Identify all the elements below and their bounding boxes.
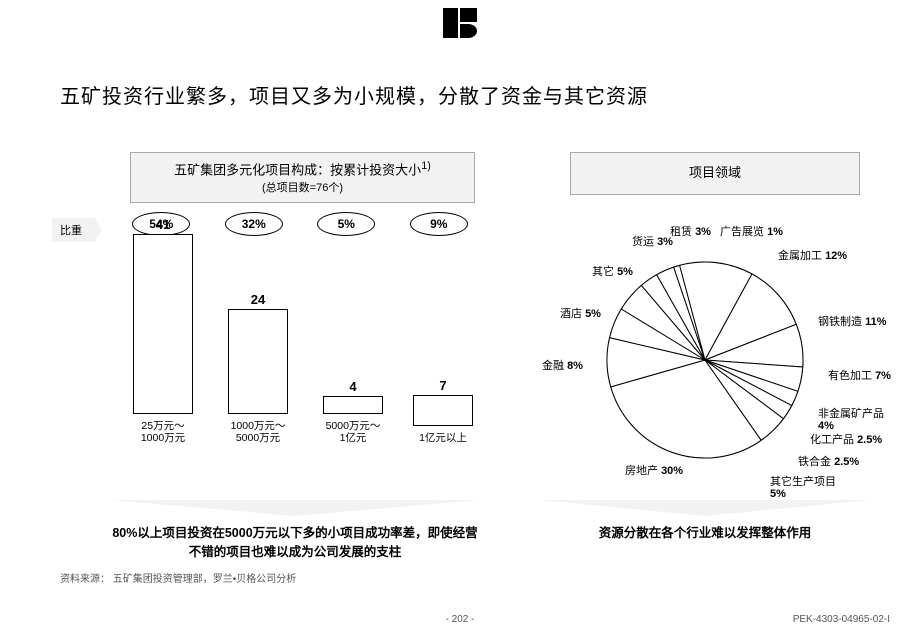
bar-rect [228,309,288,414]
left-conclusion-line1: 80%以上项目投资在5000万元以下多的小项目成功率差，即使经营 [112,526,477,540]
pie-label: 有色加工 7% [828,370,891,382]
pie-label-pct: 1% [767,226,783,238]
pie-label-name: 租赁 [670,226,692,238]
right-section-header: 项目领域 [570,152,860,195]
pie-chart: 房地产 30%金融 8%酒店 5%其它 5%货运 3%租赁 3%广告展览 1%金… [530,210,900,510]
right-conclusion-arrow [540,500,870,516]
pie-label-pct: 4% [818,420,834,432]
pie-label-name: 货运 [632,236,654,248]
pie-label-name: 金融 [542,360,564,372]
bar-rect [323,396,383,414]
bar-group: 24 1000万元～5000万元 [228,292,288,445]
pie-label-pct: 3% [695,226,711,238]
bar-value: 4 [323,379,383,394]
pie-label-pct: 30% [661,465,683,477]
pie-label: 钢铁制造 11% [818,316,886,328]
pie-label: 其它 5% [592,266,633,278]
pie-label: 非金属矿产品4% [818,408,884,432]
left-conclusion-line2: 不错的项目也难以成为公司发展的支柱 [189,545,402,559]
pie-label: 金属加工 12% [778,250,847,262]
pie-label-name: 房地产 [625,465,658,477]
pie-label-pct: 11% [865,316,886,328]
pie-label-pct: 2.5% [857,434,882,446]
pie-label-name: 有色加工 [828,370,872,382]
bar-category: 1亿元以上 [413,432,473,445]
pie-label-name: 钢铁制造 [818,316,862,328]
left-section-header: 五矿集团多元化项目构成：按累计投资大小1) (总项目数=76个) [130,152,475,203]
left-header-line1: 五矿集团多元化项目构成：按累计投资大小 [174,162,421,177]
pie-label: 金融 8% [542,360,583,372]
bar-value: 7 [413,378,473,393]
percent-oval: 32% [225,212,283,236]
pie-label-name: 金属加工 [778,250,822,262]
pie-label-pct: 2.5% [834,456,859,468]
ratio-tag: 比重 [52,218,102,242]
pie-label-name: 广告展览 [720,226,764,238]
percent-oval: 9% [410,212,468,236]
pie-label: 化工产品 2.5% [810,434,882,446]
left-header-sup: 1) [421,160,431,172]
pie-label-name: 酒店 [560,308,582,320]
right-conclusion: 资源分散在各个行业难以发挥整体作用 [540,524,870,543]
source-line: 资料来源： 五矿集团投资管理部，罗兰•贝格公司分析 [60,570,296,585]
logo [443,8,477,43]
bar-rect [133,234,193,414]
right-conclusion-text: 资源分散在各个行业难以发挥整体作用 [599,526,812,540]
pie-label-pct: 5% [770,488,786,500]
pie-label-pct: 5% [585,308,601,320]
bar-value: 41 [133,217,193,232]
bar-group: 4 5000万元～1亿元 [323,379,383,445]
pie-label-pct: 7% [875,370,891,382]
bar-category: 1000万元～5000万元 [228,420,288,445]
pie-label-pct: 5% [617,266,633,278]
pie-label-name: 化工产品 [810,434,854,446]
pie-label: 货运 3% [632,236,673,248]
bar-group: 41 25万元～1000万元 [133,217,193,445]
pie-label-name: 非金属矿产品 [818,408,884,420]
bar-chart: 4125万元～1000万元241000万元～5000万元45000万元～1亿元7… [115,245,485,475]
pie-label-name: 其它 [592,266,614,278]
percent-oval: 5% [317,212,375,236]
left-conclusion: 80%以上项目投资在5000万元以下多的小项目成功率差，即使经营 不错的项目也难… [90,524,500,562]
pie-svg [605,260,805,460]
document-id: PEK-4303-04965-02-I [793,614,890,625]
pie-label: 租赁 3% [670,226,711,238]
pie-label: 房地产 30% [625,465,683,477]
bar-category: 5000万元～1亿元 [323,420,383,445]
pie-label-pct: 12% [825,250,847,262]
pie-label-name: 铁合金 [798,456,831,468]
bar-group: 7 1亿元以上 [413,378,473,445]
bar-rect [413,395,473,426]
left-conclusion-arrow [110,500,480,516]
pie-label: 其它生产项目5% [770,476,836,500]
pie-label: 广告展览 1% [720,226,783,238]
bar-category: 25万元～1000万元 [133,420,193,445]
page-number: - 202 - [446,614,475,625]
right-header-text: 项目领域 [689,165,741,180]
pie-label: 酒店 5% [560,308,601,320]
left-header-line2: (总项目数=76个) [262,182,343,194]
pie-label: 铁合金 2.5% [798,456,859,468]
bar-value: 24 [228,292,288,307]
pie-label-name: 其它生产项目 [770,476,836,488]
page-title: 五矿投资行业繁多，项目又多为小规模，分散了资金与其它资源 [60,80,648,109]
pie-label-pct: 8% [567,360,583,372]
